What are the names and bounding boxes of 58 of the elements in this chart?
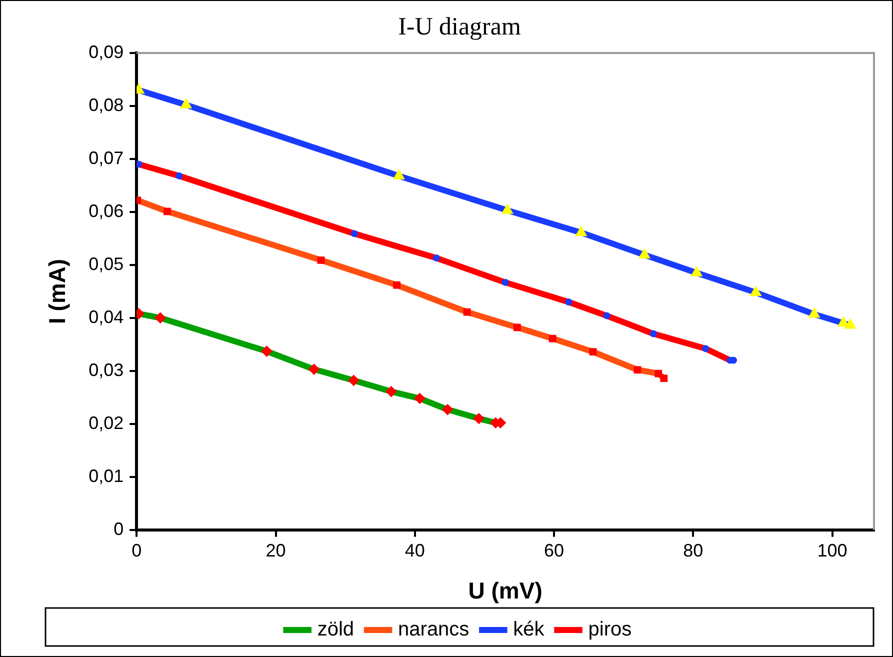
point <box>317 256 325 264</box>
point <box>603 312 610 320</box>
x-tick-label: 40 <box>404 540 425 561</box>
y-tick-label: 0,06 <box>88 200 124 221</box>
point <box>393 169 405 180</box>
point <box>164 208 171 216</box>
point <box>660 374 668 382</box>
point <box>502 204 514 214</box>
point <box>702 345 710 352</box>
y-tick-label: 0,03 <box>88 360 124 380</box>
point <box>176 172 183 180</box>
point <box>473 413 484 424</box>
y-tick-label: 0,09 <box>88 42 124 62</box>
point <box>386 386 397 398</box>
legend-label: narancs <box>398 618 470 641</box>
point <box>502 278 509 286</box>
point <box>308 364 320 375</box>
point <box>442 404 454 416</box>
legend-label: piros <box>588 618 632 641</box>
point <box>414 392 426 404</box>
y-tick-label: 0,08 <box>88 94 124 115</box>
point <box>650 330 657 338</box>
y-tick-label: 0,05 <box>88 254 124 274</box>
point <box>348 374 360 386</box>
point <box>261 346 272 357</box>
x-tick-label: 0 <box>132 540 142 561</box>
x-axis-title: U (mV) <box>468 578 542 604</box>
point <box>432 254 440 262</box>
y-tick-label: 0 <box>114 518 124 539</box>
point <box>690 266 702 276</box>
y-tick-label: 0,04 <box>88 306 124 327</box>
point <box>463 308 471 316</box>
point <box>808 308 820 318</box>
point <box>548 334 556 342</box>
x-tick-label: 100 <box>817 540 848 561</box>
x-tick-label: 80 <box>683 540 704 561</box>
point <box>575 226 587 236</box>
point <box>393 281 400 289</box>
x-tick-label: 20 <box>266 540 286 561</box>
point <box>513 324 521 332</box>
point <box>844 318 856 329</box>
y-tick-label: 0,02 <box>88 412 124 433</box>
legend-label: zöld <box>317 618 354 641</box>
y-axis-title: I (mA) <box>44 258 70 324</box>
point <box>589 348 597 356</box>
chart-title: I-U diagram <box>398 14 522 41</box>
y-tick-label: 0,07 <box>88 148 124 168</box>
point <box>154 312 166 324</box>
legend-label: kék <box>513 618 546 641</box>
point <box>638 248 650 258</box>
x-tick-label: 60 <box>544 540 564 561</box>
point <box>634 366 642 374</box>
point <box>136 160 142 168</box>
point <box>180 98 192 108</box>
point <box>565 298 572 306</box>
y-tick-label: 0,01 <box>88 466 124 486</box>
point <box>350 230 358 238</box>
point <box>750 286 762 296</box>
